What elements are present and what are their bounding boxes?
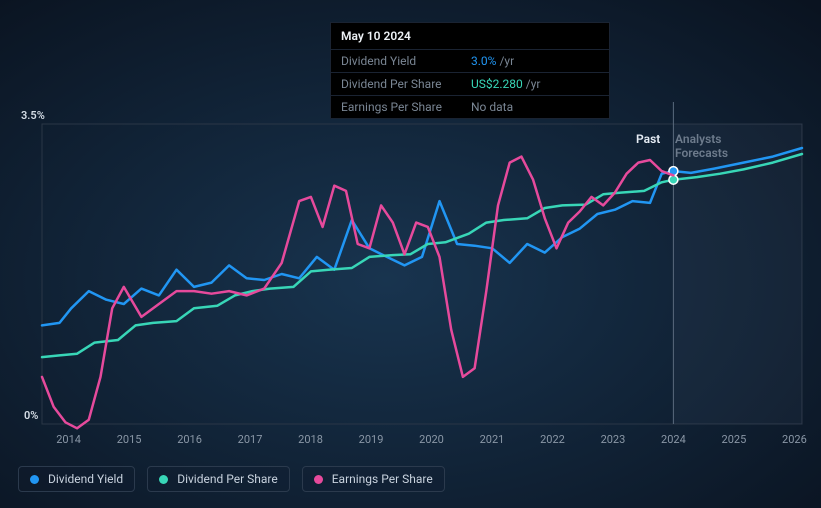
- legend-item-dividend-yield[interactable]: Dividend Yield: [18, 466, 135, 492]
- tooltip-row-label: Dividend Per Share: [341, 77, 471, 91]
- x-axis-year-label: 2018: [298, 433, 323, 446]
- legend-dot-icon: [314, 475, 323, 484]
- legend-item-label: Earnings Per Share: [332, 472, 433, 486]
- x-axis-year-label: 2017: [238, 433, 263, 446]
- x-axis-year-label: 2015: [117, 433, 142, 446]
- tooltip-row-label: Dividend Yield: [341, 54, 471, 68]
- legend-item-label: Dividend Yield: [48, 472, 123, 486]
- tooltip-row-value: US$2.280: [471, 77, 523, 91]
- x-axis-year-label: 2023: [601, 433, 626, 446]
- forecast-label: Analysts Forecasts: [675, 132, 728, 160]
- tooltip-row: Earnings Per ShareNo data: [331, 96, 609, 118]
- y-axis-max-label: 3.5%: [21, 109, 45, 122]
- x-axis-year-label: 2022: [540, 433, 565, 446]
- x-axis-year-label: 2025: [722, 433, 747, 446]
- legend-dot-icon: [159, 475, 168, 484]
- tooltip-row-value: 3.0%: [471, 54, 496, 68]
- past-label: Past: [636, 132, 660, 146]
- tooltip-row-value: No data: [471, 100, 513, 114]
- tooltip-row-label: Earnings Per Share: [341, 100, 471, 114]
- tooltip-title: May 10 2024: [331, 23, 609, 50]
- x-axis-year-label: 2014: [56, 433, 81, 446]
- legend-item-earnings-per-share[interactable]: Earnings Per Share: [302, 466, 445, 492]
- legend-item-label: Dividend Per Share: [177, 472, 278, 486]
- tooltip-row-suffix: /yr: [499, 54, 514, 68]
- chart-tooltip: May 10 2024 Dividend Yield3.0%/yrDividen…: [330, 22, 610, 119]
- x-axis-year-label: 2021: [480, 433, 505, 446]
- tooltip-row-suffix: /yr: [526, 77, 541, 91]
- legend-item-dividend-per-share[interactable]: Dividend Per Share: [147, 466, 290, 492]
- x-axis-year-label: 2026: [782, 433, 807, 446]
- tooltip-row: Dividend Per ShareUS$2.280/yr: [331, 73, 609, 96]
- x-axis-year-label: 2020: [419, 433, 444, 446]
- x-axis-year-label: 2024: [661, 433, 686, 446]
- x-axis-year-label: 2019: [359, 433, 384, 446]
- chart-legend: Dividend Yield Dividend Per Share Earnings…: [18, 466, 445, 492]
- legend-dot-icon: [30, 475, 39, 484]
- tooltip-row: Dividend Yield3.0%/yr: [331, 50, 609, 73]
- y-axis-min-label: 0%: [24, 409, 38, 422]
- x-axis-year-label: 2016: [177, 433, 202, 446]
